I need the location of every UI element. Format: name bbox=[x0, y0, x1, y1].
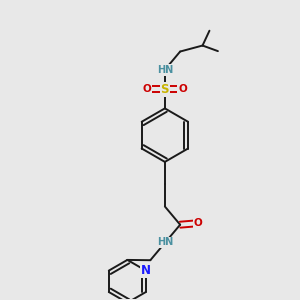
Text: O: O bbox=[178, 84, 187, 94]
Text: S: S bbox=[160, 82, 169, 96]
Text: HN: HN bbox=[157, 65, 173, 75]
Text: N: N bbox=[141, 264, 151, 277]
Text: HN: HN bbox=[157, 237, 173, 248]
Text: O: O bbox=[194, 218, 202, 228]
Text: O: O bbox=[143, 84, 152, 94]
